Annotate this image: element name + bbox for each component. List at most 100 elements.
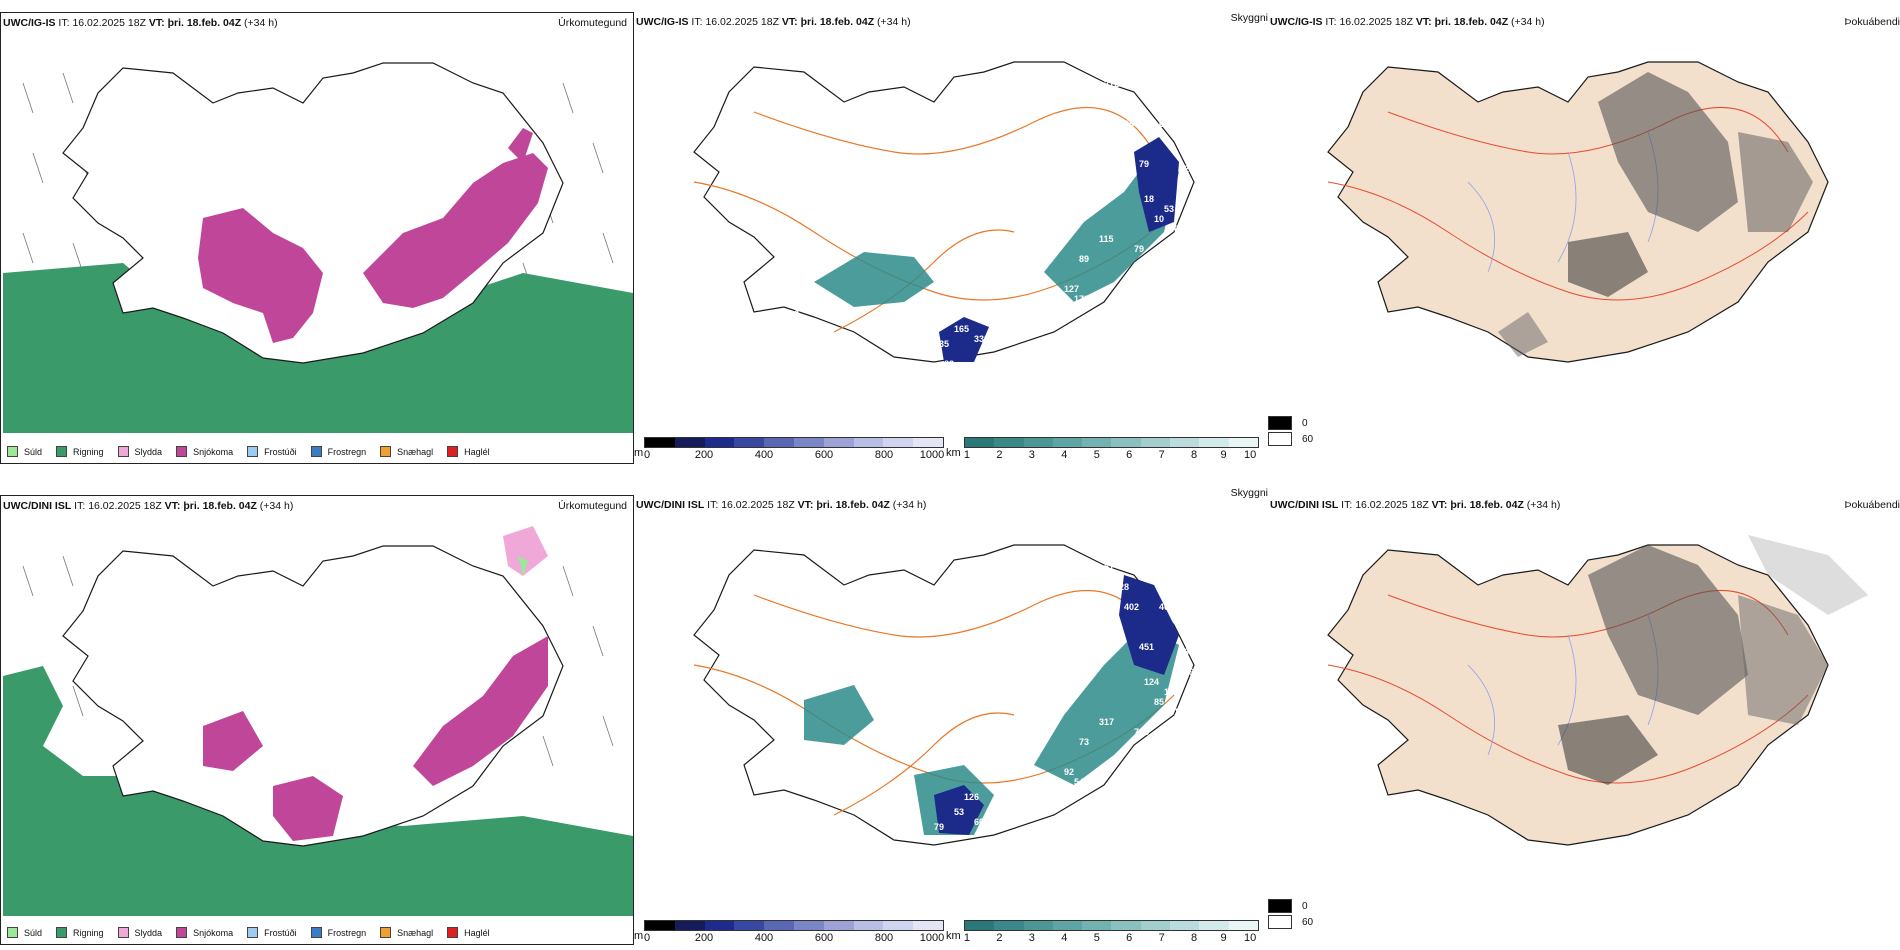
vis-value-label: 106 xyxy=(1029,219,1044,229)
tick: 5 xyxy=(1093,932,1100,944)
lead-time: (+34 h) xyxy=(244,17,278,29)
vis-value-label: 165 xyxy=(954,324,969,334)
it-label: IT: xyxy=(1341,499,1353,511)
vis-value-label: 189 xyxy=(1159,737,1174,747)
vis-value-label: 73 xyxy=(1079,737,1089,747)
vt-value: þri. 18.feb. 04Z xyxy=(816,499,890,511)
legend-item: Haglél xyxy=(447,446,490,457)
snow-area-east xyxy=(413,636,548,786)
legend-swatch xyxy=(380,927,392,938)
fog-legend-row: 0 xyxy=(1268,416,1313,430)
vis-value-label: 51 xyxy=(1104,562,1114,572)
tick: 6 xyxy=(1126,449,1133,461)
panel-header: UWC/IG-IS IT: 16.02.2025 18Z VT: þri. 18… xyxy=(3,17,278,29)
fog-legend-row: 60 xyxy=(1268,432,1313,446)
scale-m-unit: m xyxy=(634,930,644,942)
fog-shading-east xyxy=(1738,595,1828,725)
fog-legend-label: 0 xyxy=(1302,900,1308,912)
vis-value-label: 332 xyxy=(974,334,989,344)
vis-value-label: 571 xyxy=(1029,702,1044,712)
vt-value: þri. 18.feb. 04Z xyxy=(800,16,875,28)
precip-panel-2: UWC/DINI ISL IT: 16.02.2025 18Z VT: þri.… xyxy=(0,495,634,945)
vis-value-label: 317 xyxy=(1099,717,1114,727)
snow-area-ne xyxy=(508,128,533,163)
legend-label: Frostúði xyxy=(264,446,297,457)
scale-km-bar xyxy=(964,437,1259,448)
legend-label: Slydda xyxy=(134,446,163,457)
vis-value-label: 37 xyxy=(1179,627,1189,637)
tick: 6 xyxy=(1126,932,1133,944)
scale-m-bar xyxy=(644,437,944,448)
vis-value-label: 83 xyxy=(944,359,954,369)
vis-value-label: 333 xyxy=(1179,647,1194,657)
roads xyxy=(1327,590,1809,784)
tick: 600 xyxy=(814,449,834,461)
legend-item: Frostúði xyxy=(247,927,297,938)
legend-swatch xyxy=(117,446,129,457)
low-vis-navy xyxy=(1119,575,1179,675)
tick: 4 xyxy=(1061,932,1068,944)
fog-swatch xyxy=(1268,432,1292,446)
vis-value-label: 68 xyxy=(1139,79,1149,89)
fog-shading-north xyxy=(1588,545,1748,715)
legend-label: Haglél xyxy=(464,927,490,938)
fog-shading-south xyxy=(1568,232,1648,297)
legend-label: Rigning xyxy=(73,927,104,938)
vis-value-label: 402 xyxy=(1124,602,1139,612)
vt-label: VT: xyxy=(797,499,814,511)
fog-swatch xyxy=(1268,915,1292,929)
legend-swatch xyxy=(310,927,322,938)
tick: 3 xyxy=(1028,932,1035,944)
model-name: UWC/IG-IS xyxy=(1270,16,1323,28)
model-name: UWC/IG-IS xyxy=(3,17,56,29)
snow-area-west xyxy=(203,711,263,771)
vt-value: þri. 18.feb. 04Z xyxy=(1434,16,1509,28)
legend-swatch xyxy=(447,927,459,938)
vis-value-label: 60 xyxy=(1174,224,1184,234)
legend-label: Frostregn xyxy=(327,927,367,938)
vis-value-label: 92 xyxy=(1064,767,1074,777)
model-name: UWC/DINI ISL xyxy=(1270,499,1339,511)
vis-value-label: 49 xyxy=(784,792,794,802)
legend-label: Snjókoma xyxy=(193,446,234,457)
vis-value-label: 53 xyxy=(1164,204,1174,214)
precip-map xyxy=(3,526,633,916)
vis-value-label: 287 xyxy=(1124,119,1139,129)
vis-value-label: 53 xyxy=(954,807,964,817)
tick: 0 xyxy=(643,932,651,944)
vis-value-label: 54 xyxy=(1074,777,1084,787)
vis-value-label: 60 xyxy=(1159,119,1169,129)
snow-area-east xyxy=(363,153,548,308)
tick: 800 xyxy=(874,449,894,461)
tick: 7 xyxy=(1158,449,1165,461)
vis-value-label: 85 xyxy=(1179,144,1189,154)
low-vis-navy-south xyxy=(939,317,989,362)
snow-area-west xyxy=(198,208,323,343)
legend-swatch xyxy=(247,927,259,938)
vis-value-label: 89 xyxy=(1079,254,1089,264)
it-label: IT: xyxy=(1325,16,1337,28)
visibility-panel-2: UWC/DINI ISL IT: 16.02.2025 18Z VT: þri.… xyxy=(634,487,1268,945)
lead-time: (+34 h) xyxy=(877,16,911,28)
scale-km-ticks: 1 2 3 4 5 6 7 8 9 10 xyxy=(964,931,1259,945)
scale-km-bar xyxy=(964,920,1259,931)
scale-m-unit: m xyxy=(634,447,644,459)
legend-item: Snjókoma xyxy=(176,446,233,457)
vis-value-label: 528 xyxy=(784,309,799,319)
fog-map xyxy=(1327,535,1868,846)
scale-km: 1 2 3 4 5 6 7 8 9 10 xyxy=(964,920,1259,945)
lead-time: (+34 h) xyxy=(1526,499,1561,511)
vis-value-label: 270 xyxy=(1094,54,1109,64)
legend-item: Haglél xyxy=(447,927,490,938)
vis-value-label: 56 xyxy=(1179,184,1189,194)
vis-value-label: 192 xyxy=(1139,562,1154,572)
legend-label: Haglél xyxy=(464,446,490,457)
tick: 10 xyxy=(1244,449,1257,461)
vis-value-label: 788 xyxy=(1134,727,1149,737)
it-value: 16.02.2025 18Z xyxy=(721,499,795,511)
panel-header: UWC/IG-IS IT: 16.02.2025 18Z VT: þri. 18… xyxy=(636,16,911,28)
tick: 600 xyxy=(814,932,834,944)
fog-swatch xyxy=(1268,899,1292,913)
legend-label: Slydda xyxy=(134,927,163,938)
